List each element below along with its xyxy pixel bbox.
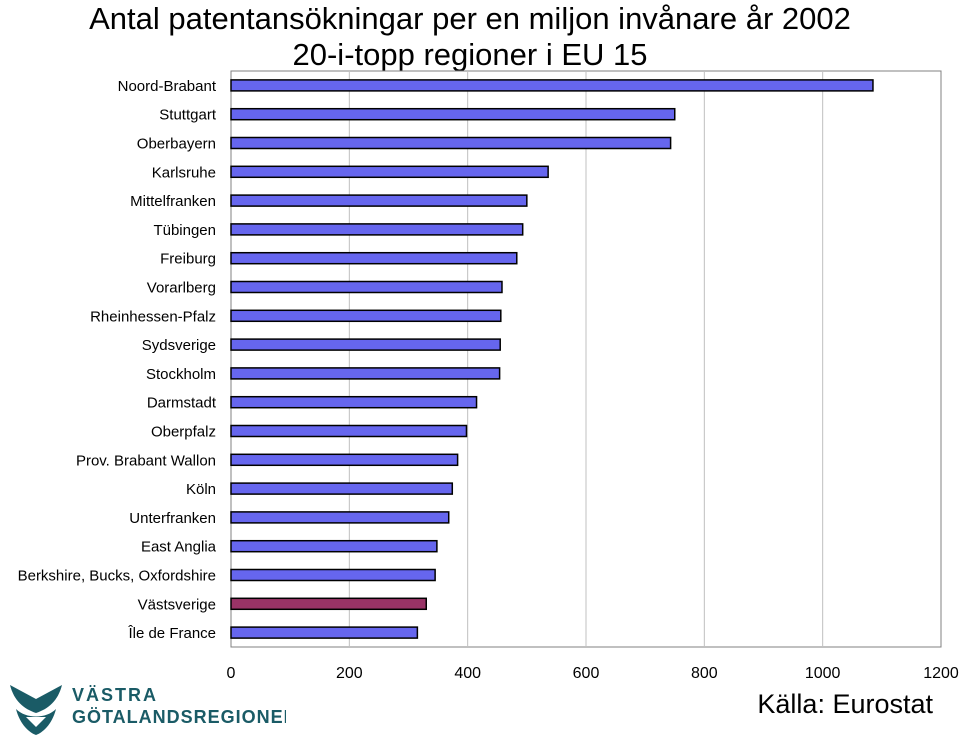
source-note: Källa: Eurostat xyxy=(757,689,933,719)
category-label: East Anglia xyxy=(141,539,217,556)
bar xyxy=(230,511,450,524)
category-label: Rheinhessen-Pfalz xyxy=(90,308,216,325)
logo-line-1: VÄSTRA xyxy=(72,685,158,705)
bar xyxy=(230,424,468,438)
category-label: Mittelfranken xyxy=(130,193,216,210)
bar xyxy=(230,107,676,121)
bar xyxy=(230,280,503,294)
x-tick-label: 1200 xyxy=(923,665,959,682)
vastra-gotalandsregionen-logo: VÄSTRA GÖTALANDSREGIONEN xyxy=(10,685,286,735)
bar xyxy=(230,539,438,553)
category-label: Noord-Brabant xyxy=(118,78,217,95)
bar xyxy=(230,482,454,495)
bar xyxy=(230,568,436,582)
x-tick-label: 800 xyxy=(691,665,718,682)
category-label: Darmstadt xyxy=(147,395,217,412)
x-tick-label: 1000 xyxy=(805,665,841,682)
category-label: Oberpfalz xyxy=(151,424,216,441)
category-label: Sydsverige xyxy=(142,337,216,354)
bar xyxy=(230,395,478,409)
bar xyxy=(230,251,518,265)
bar xyxy=(230,223,524,236)
category-label: Oberbayern xyxy=(137,136,216,153)
bar xyxy=(230,136,672,150)
category-label: Île de France xyxy=(127,625,216,642)
chart-subtitle: 20-i-topp regioner i EU 15 xyxy=(292,37,648,72)
category-label: Stuttgart xyxy=(159,107,217,124)
logo-mark-icon xyxy=(10,685,62,735)
bar xyxy=(230,338,501,351)
bar xyxy=(230,165,549,179)
bar xyxy=(230,626,419,639)
category-label: Prov. Brabant Wallon xyxy=(76,452,216,469)
chart-title: Antal patentansökningar per en miljon in… xyxy=(89,1,851,36)
logo-line-2: GÖTALANDSREGIONEN xyxy=(72,707,286,727)
x-tick-label: 400 xyxy=(454,665,481,682)
bar xyxy=(230,367,501,380)
x-tick-label: 200 xyxy=(336,665,363,682)
bar xyxy=(230,597,427,611)
bar xyxy=(230,79,874,92)
bar xyxy=(230,453,459,467)
category-label: Unterfranken xyxy=(129,510,216,527)
category-label: Vorarlberg xyxy=(147,280,216,297)
bar xyxy=(230,194,528,207)
x-tick-label: 0 xyxy=(227,665,236,682)
x-tick-label: 600 xyxy=(573,665,600,682)
category-label: Berkshire, Bucks, Oxfordshire xyxy=(18,568,216,585)
category-label: Västsverige xyxy=(138,596,216,613)
bar xyxy=(230,309,502,323)
category-label: Köln xyxy=(186,481,216,498)
category-label: Stockholm xyxy=(146,366,216,383)
category-label: Karlsruhe xyxy=(152,164,216,181)
category-label: Freiburg xyxy=(160,251,216,268)
category-label: Tübingen xyxy=(153,222,216,239)
